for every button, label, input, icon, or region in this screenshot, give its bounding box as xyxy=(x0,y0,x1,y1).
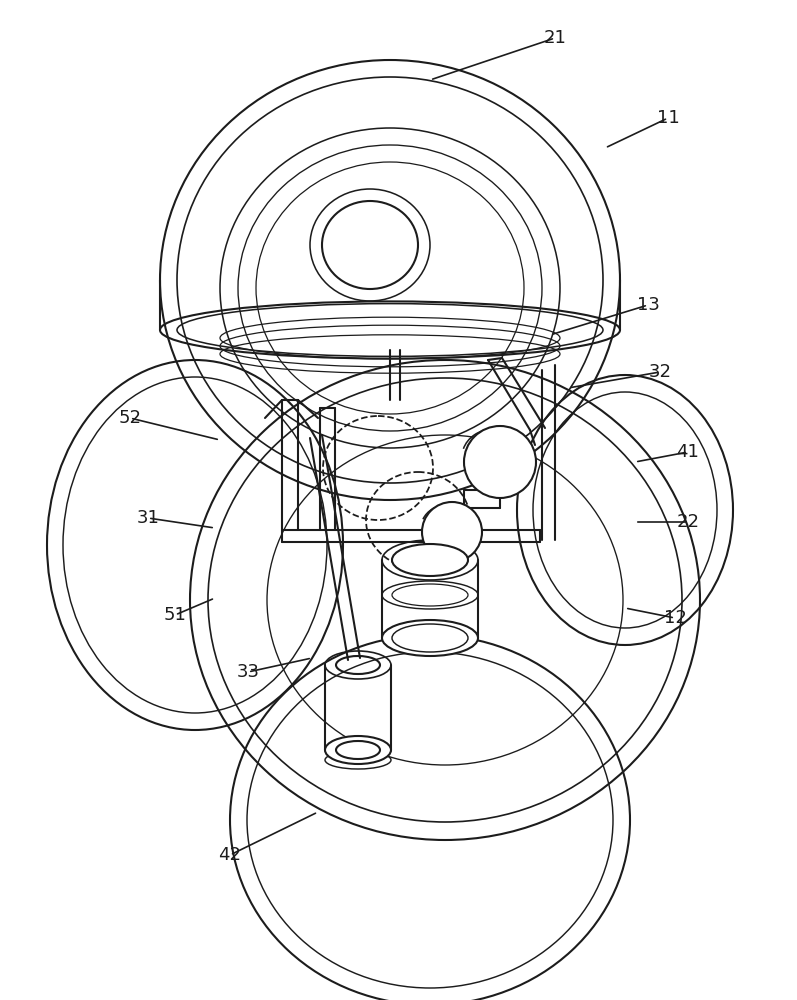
Ellipse shape xyxy=(392,544,468,576)
Ellipse shape xyxy=(392,624,468,652)
Text: 52: 52 xyxy=(119,409,142,427)
Text: 12: 12 xyxy=(664,609,686,627)
Ellipse shape xyxy=(382,620,478,656)
Circle shape xyxy=(464,426,536,498)
Ellipse shape xyxy=(325,736,391,764)
Ellipse shape xyxy=(336,741,380,759)
Text: 11: 11 xyxy=(657,109,679,127)
Text: 32: 32 xyxy=(649,363,672,381)
Text: 31: 31 xyxy=(136,509,159,527)
Text: 21: 21 xyxy=(544,29,567,47)
Circle shape xyxy=(422,502,482,562)
Text: 13: 13 xyxy=(637,296,659,314)
Text: 41: 41 xyxy=(677,443,700,461)
Ellipse shape xyxy=(322,201,418,289)
Text: 42: 42 xyxy=(218,846,241,864)
Text: 51: 51 xyxy=(163,606,186,624)
Text: 22: 22 xyxy=(677,513,700,531)
Text: 33: 33 xyxy=(237,663,260,681)
